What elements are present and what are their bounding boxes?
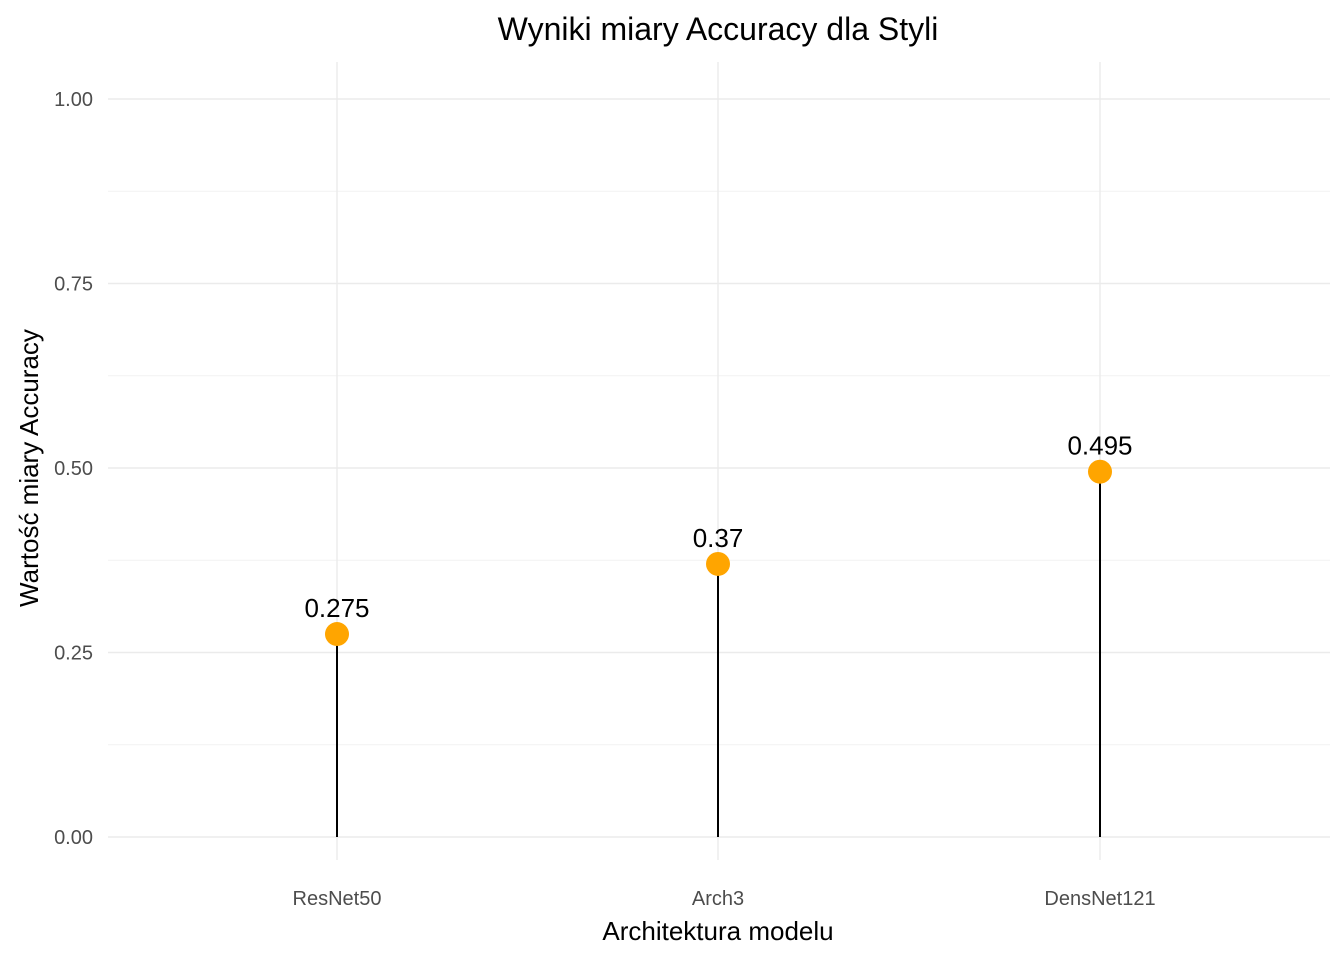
x-tick-label: Arch3: [692, 888, 744, 910]
data-value-label: 0.37: [693, 523, 744, 553]
x-axis-ticks: ResNet50 Arch3 DensNet121: [293, 888, 1156, 910]
y-tick-label: 0.00: [54, 827, 93, 849]
lollipop-point: [1088, 459, 1112, 484]
data-value-label: 0.275: [304, 593, 369, 623]
x-tick-label: ResNet50: [293, 888, 382, 910]
y-tick-label: 1.00: [54, 89, 93, 111]
data-marks: 0.275 0.37 0.495: [304, 431, 1133, 837]
chart-title: Wyniki miary Accuracy dla Styli: [498, 11, 939, 47]
lollipop-point: [325, 622, 349, 647]
y-axis-title: Wartość miary Accuracy: [14, 329, 44, 607]
x-axis-title: Architektura modelu: [602, 916, 833, 946]
data-value-label: 0.495: [1067, 431, 1132, 461]
x-tick-label: DensNet121: [1044, 888, 1155, 910]
y-tick-label: 0.50: [54, 458, 93, 480]
lollipop-point: [706, 551, 730, 576]
y-tick-label: 0.75: [54, 274, 93, 296]
y-tick-label: 0.25: [54, 643, 93, 665]
y-axis-ticks: 0.00 0.25 0.50 0.75 1.00: [54, 89, 93, 849]
